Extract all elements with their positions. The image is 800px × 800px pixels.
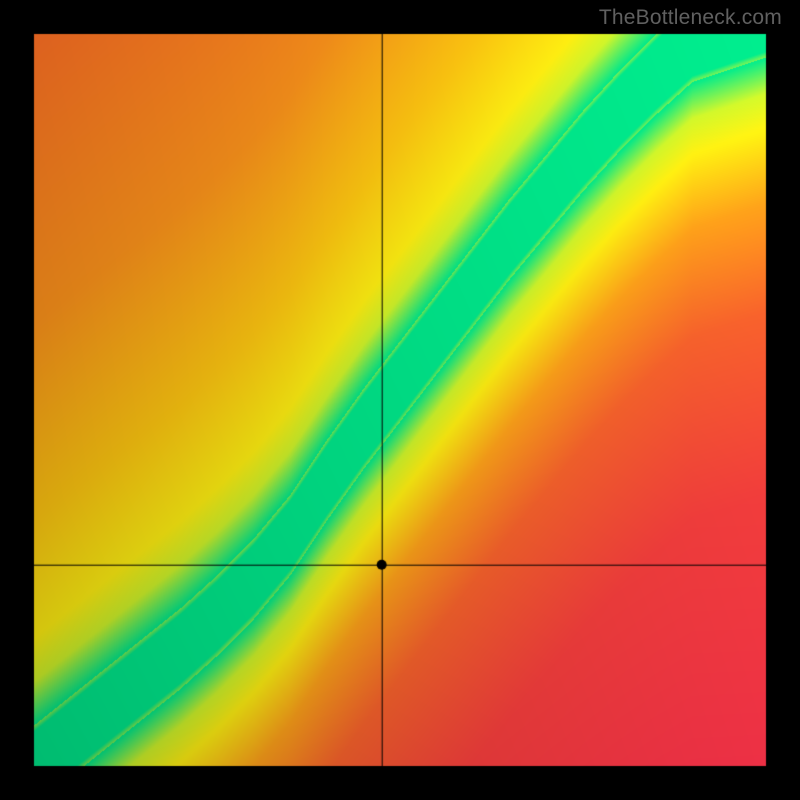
bottleneck-heatmap <box>0 0 800 800</box>
chart-container: TheBottleneck.com <box>0 0 800 800</box>
watermark-label: TheBottleneck.com <box>599 6 782 30</box>
